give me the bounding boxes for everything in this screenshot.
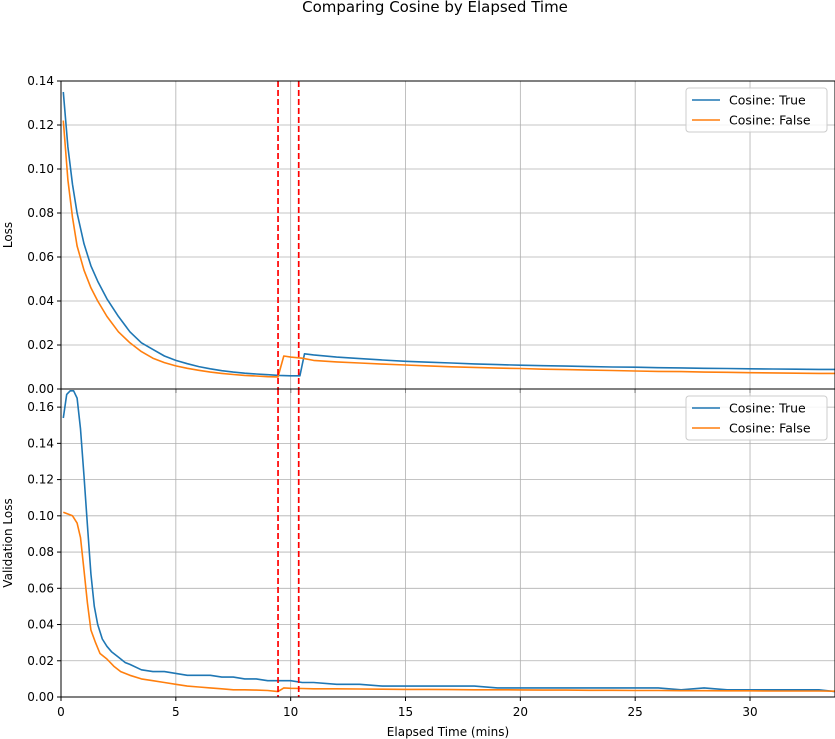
y-tick-label: 0.14	[27, 436, 54, 450]
series-line-cosine-false	[63, 511, 835, 693]
legend: Cosine: True Cosine: False	[685, 87, 828, 133]
y-tick-label: 0.08	[27, 545, 54, 559]
x-axis-label: Elapsed Time (mins)	[387, 725, 509, 739]
series-line-cosine-false	[62, 120, 835, 378]
y-tick-label: 0.12	[27, 473, 54, 487]
y-tick-label: 0.02	[27, 338, 54, 352]
figure-title: Comparing Cosine by Elapsed Time	[302, 0, 568, 16]
y-tick-label: 0.06	[27, 581, 54, 595]
y-tick-label: 0.10	[27, 162, 54, 176]
y-tick-label: 0.00	[27, 690, 54, 704]
legend-label: Cosine: False	[729, 113, 811, 128]
x-tick-label: 20	[513, 705, 528, 719]
y-tick-label: 0.08	[27, 206, 54, 220]
y-tick-label: 0.14	[27, 74, 54, 88]
series-line-cosine-true	[62, 390, 835, 693]
x-tick-label: 0	[57, 705, 65, 719]
top-panel-loss: 0.00 0.02 0.04 0.06 0.08 0.10 0.12 0.14 Loss Cosi…	[1, 74, 835, 396]
legend-box	[685, 395, 828, 441]
legend-label: Cosine: True	[729, 93, 806, 108]
x-tick-label: 30	[742, 705, 757, 719]
x-tick-label: 15	[398, 705, 413, 719]
x-tick-label: 10	[283, 705, 298, 719]
axes-frame	[60, 388, 835, 698]
series-line-cosine-true	[62, 91, 835, 377]
y-tick-label: 0.06	[27, 250, 54, 264]
y-tick-label: 0.04	[27, 618, 54, 632]
legend: Cosine: True Cosine: False	[685, 395, 828, 441]
y-tick-label: 0.10	[27, 509, 54, 523]
y-tick-label: 0.02	[27, 654, 54, 668]
x-tick-label: 25	[628, 705, 643, 719]
y-axis-label: Validation Loss	[1, 498, 15, 587]
y-tick-label: 0.12	[27, 118, 54, 132]
y-tick-label: 0.16	[27, 400, 54, 414]
legend-label: Cosine: True	[729, 401, 806, 416]
y-tick-label: 0.04	[27, 294, 54, 308]
bottom-panel-validation-loss: 0.00 0.02 0.04 0.06 0.08 0.10 0.12 0.14 0.16 0 5 10…	[1, 388, 835, 739]
x-tick-label: 5	[172, 705, 180, 719]
legend-box	[685, 87, 828, 133]
legend-label: Cosine: False	[729, 421, 811, 436]
y-tick-label: 0.00	[27, 382, 54, 396]
y-axis-label: Loss	[1, 222, 15, 248]
